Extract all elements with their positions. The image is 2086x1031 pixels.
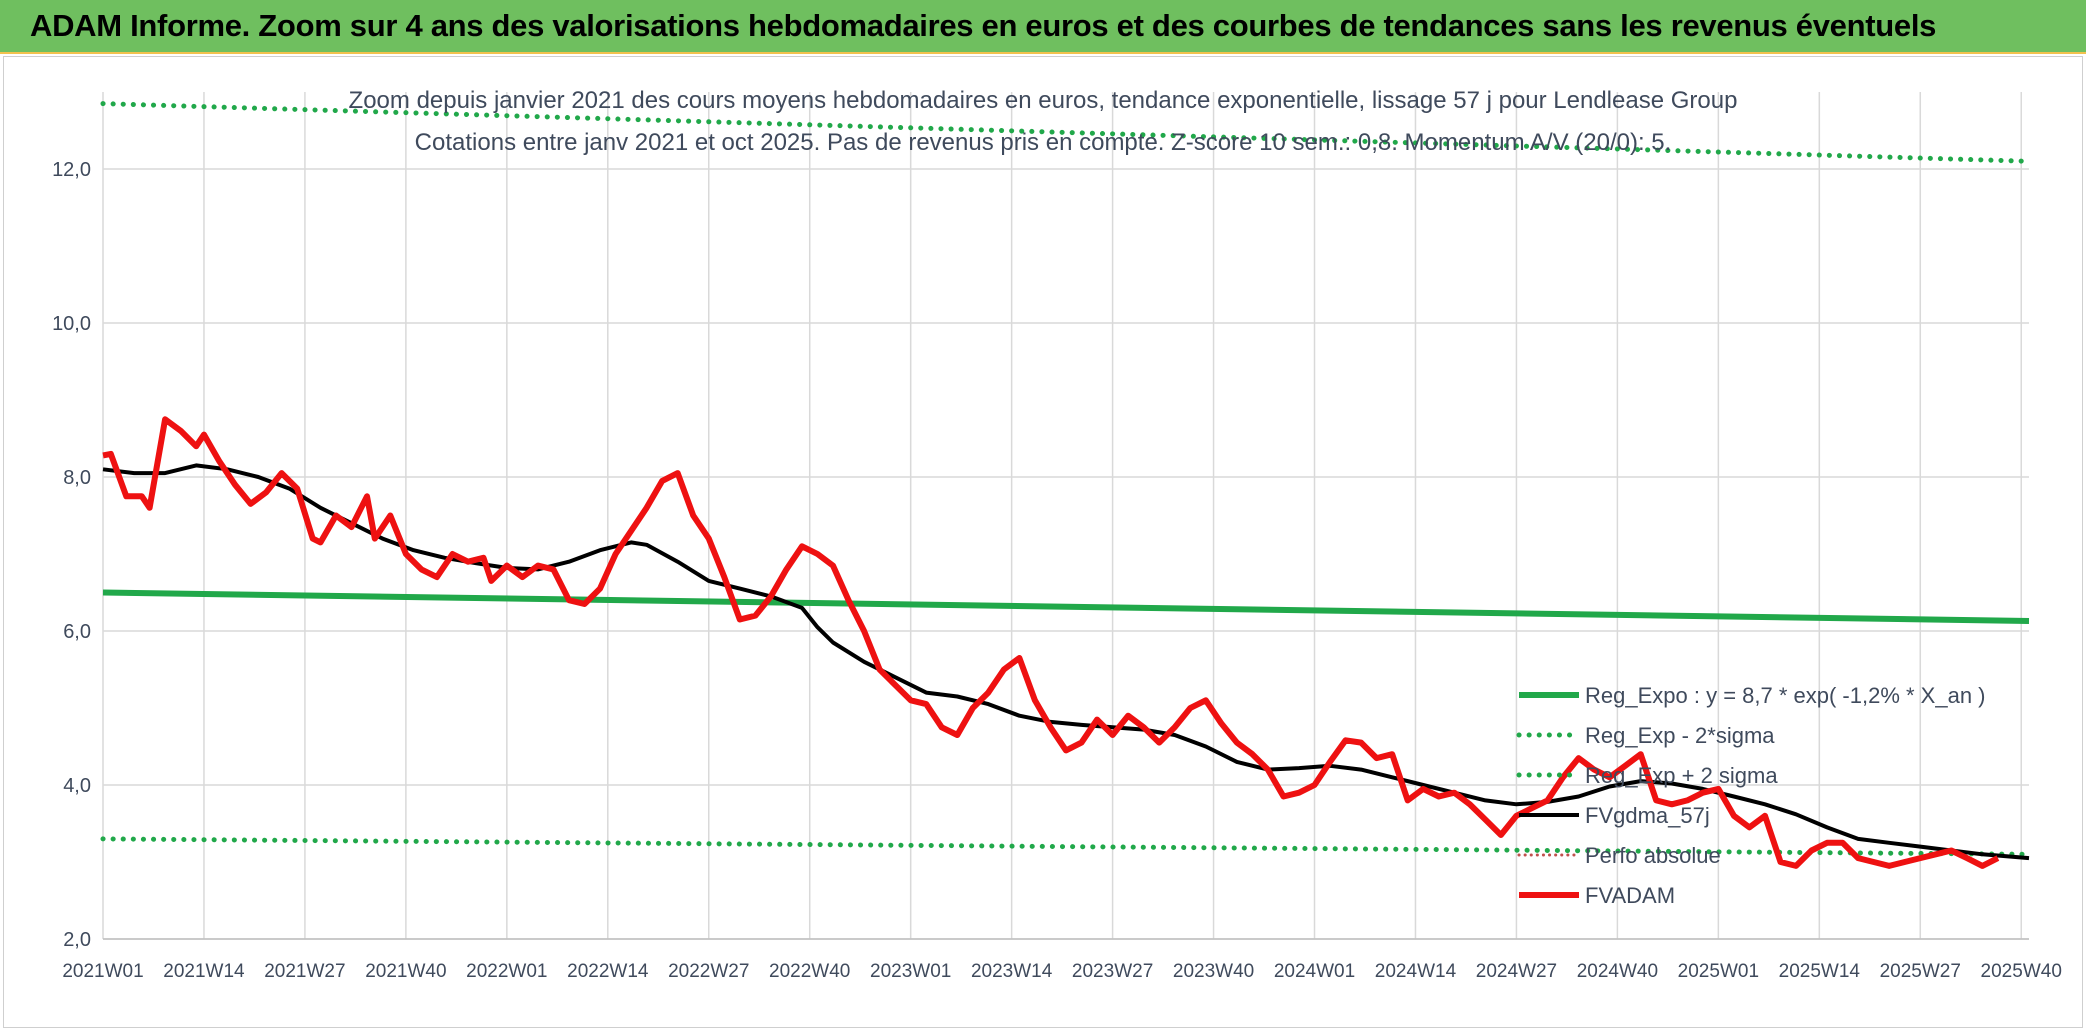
series-line-fvgdma-57j (102, 463, 2030, 861)
x-tick-label: 2022W14 (567, 961, 649, 982)
x-tick-label: 2025W27 (1880, 961, 1961, 982)
chart-title: Zoom depuis janvier 2021 des cours moyen… (349, 87, 1738, 114)
x-tick-label: 2025W01 (1678, 961, 1759, 982)
y-tick-label: 2,0 (63, 929, 91, 951)
x-tick-label: 2025W40 (1981, 961, 2062, 982)
x-tick-label: 2021W01 (62, 961, 143, 982)
x-tick-label: 2023W14 (971, 961, 1053, 982)
series-line-reg-exp-2-sigma (100, 101, 2032, 164)
chart-frame: 2,0 4,0 6,0 8,0 10,0 12,0 2021W01 2021W14 2021W… (3, 56, 2083, 1028)
x-tick-label: 2022W01 (466, 961, 547, 982)
x-tick-label: 2023W40 (1173, 961, 1254, 982)
chart-subtitle: Cotations entre janv 2021 et oct 2025. P… (415, 129, 1672, 156)
legend-label: FVgdma_57j (1585, 803, 1710, 828)
legend-label: Perfo absolue (1585, 843, 1721, 868)
legend-label: Reg_Exp - 2*sigma (1585, 723, 1775, 748)
legend-label: FVADAM (1585, 883, 1675, 908)
x-tick-label: 2022W27 (668, 961, 749, 982)
x-tick-label: 2021W14 (163, 961, 245, 982)
legend: Reg_Expo : y = 8,7 * exp( -1,2% * X_an )… (1516, 683, 1986, 908)
x-axis-ticks: 2021W01 2021W14 2021W27 2021W40 2022W01 2022W… (62, 961, 2062, 982)
series-line-reg-expo-y-8-7-exp-1-2-x-an (102, 589, 2030, 624)
y-tick-label: 12,0 (52, 159, 91, 181)
x-tick-label: 2021W40 (365, 961, 446, 982)
x-tick-label: 2021W27 (264, 961, 345, 982)
banner: ADAM Informe. Zoom sur 4 ans des valoris… (0, 0, 2086, 54)
legend-label: Reg_Expo : y = 8,7 * exp( -1,2% * X_an ) (1585, 683, 1986, 708)
series-lines (100, 101, 2032, 869)
x-tick-label: 2023W27 (1072, 961, 1153, 982)
x-tick-label: 2025W14 (1779, 961, 1861, 982)
y-tick-label: 6,0 (63, 621, 91, 643)
y-tick-label: 10,0 (52, 313, 91, 335)
gridlines (102, 92, 2029, 940)
banner-title: ADAM Informe. Zoom sur 4 ans des valoris… (30, 8, 1937, 43)
x-tick-label: 2023W01 (870, 961, 951, 982)
y-tick-label: 8,0 (63, 467, 91, 489)
x-tick-label: 2022W40 (769, 961, 850, 982)
series-line-fvadam (102, 416, 2000, 869)
legend-label: Reg_Exp + 2 sigma (1585, 763, 1778, 788)
x-tick-label: 2024W27 (1476, 961, 1557, 982)
x-tick-label: 2024W14 (1375, 961, 1457, 982)
x-tick-label: 2024W40 (1577, 961, 1658, 982)
chart-area: 2,04,06,08,010,012,0 2021W01 2021W14 2021W… (52, 87, 2062, 982)
y-axis-ticks: 2,0 4,0 6,0 8,0 10,0 12,0 (52, 159, 91, 951)
series-line-reg-exp-2-sigma (100, 836, 2032, 857)
y-tick-label: 4,0 (63, 775, 91, 797)
x-tick-label: 2024W01 (1274, 961, 1355, 982)
